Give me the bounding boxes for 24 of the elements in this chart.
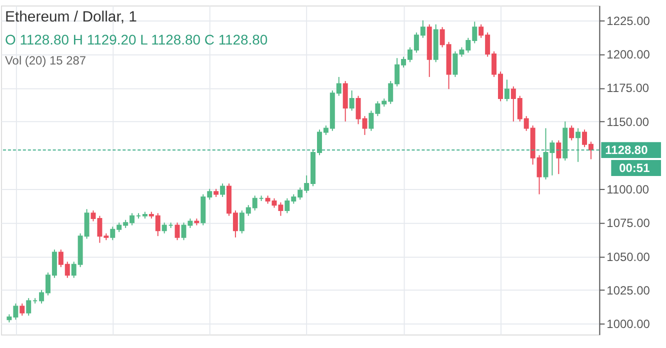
candlestick — [174, 222, 180, 241]
candlestick — [220, 182, 226, 198]
y-tick-label: 1200.00 — [606, 48, 650, 62]
y-tick-label: 1225.00 — [606, 14, 650, 28]
ref-line-label: 1128.80 — [605, 143, 648, 158]
text: 00:51 — [619, 160, 650, 175]
candlestick — [569, 125, 574, 141]
y-tick-label: 1050.00 — [606, 250, 650, 264]
candlestick — [556, 140, 562, 175]
candlestick — [576, 128, 581, 162]
y-tick-label: 1100.00 — [606, 182, 650, 196]
candlestick — [349, 90, 354, 112]
y-tick-label: 1000.00 — [606, 317, 650, 332]
candlestick — [20, 303, 25, 316]
y-tick-label: 1150.00 — [606, 114, 650, 129]
y-tick-label: 1075.00 — [606, 216, 650, 230]
candlestick — [26, 298, 32, 316]
y-tick-label: 1025.00 — [606, 284, 650, 298]
annotation: Vol (20) 15 287 — [4, 53, 86, 68]
candlestick — [162, 222, 167, 234]
chart-title: Ethereum / Dollar, 1 — [4, 8, 137, 26]
y-tick-label: 1175.00 — [606, 81, 650, 96]
annotation: O 1128.80 H 1129.20 L 1128.80 C 1128.80 — [4, 31, 268, 48]
candlestick — [504, 79, 510, 102]
